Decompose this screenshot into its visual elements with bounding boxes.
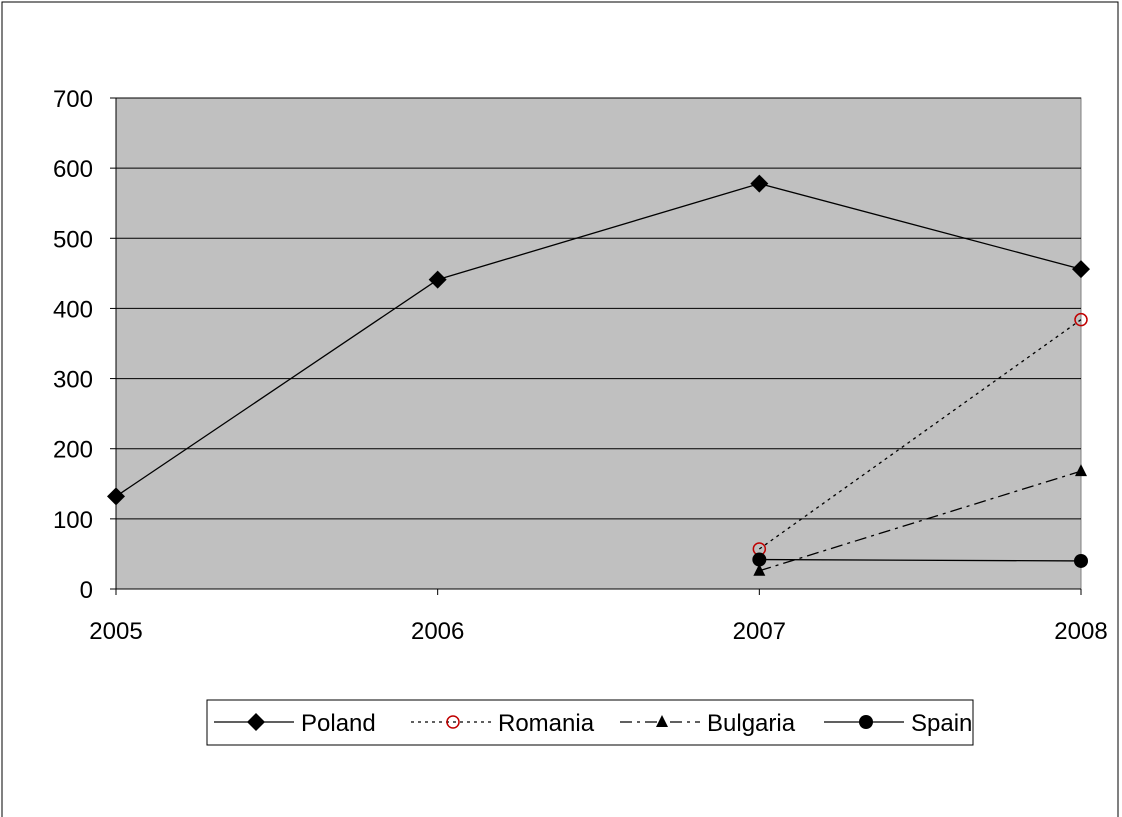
diamond-marker [428,270,447,289]
series-bulgaria [753,464,1087,576]
legend-label: Poland [301,710,376,737]
circle-marker [1074,553,1088,568]
legend-item-romania: Romania [411,710,595,737]
y-tick-label: 600 [53,156,93,183]
legend-label: Bulgaria [707,710,796,737]
open-circle-marker [446,715,460,729]
diamond-marker [1072,260,1090,279]
series-segment [759,470,1082,572]
diamond-marker [107,487,125,506]
x-tick-label: 2006 [411,618,464,645]
series-segment [437,182,760,281]
y-axis-ticks: 0 100 200 300 400 500 600 700 [53,86,116,604]
y-tick-label: 700 [53,86,93,113]
open-circle-marker [1074,312,1088,327]
legend-label: Spain [911,710,972,737]
series-segment [759,558,1082,562]
y-tick-label: 300 [53,367,93,394]
series-segment [115,279,439,497]
legend-item-bulgaria: Bulgaria [620,710,796,737]
x-tick-label: 2005 [89,618,142,645]
x-tick-label: 2008 [1054,618,1107,645]
diamond-marker [247,713,265,731]
legend-items: Poland Romania Bulgaria Spain [214,710,972,737]
series-segment [759,182,1082,270]
legend: Poland Romania Bulgaria Spain [206,699,974,746]
series-segment [758,319,1082,550]
legend-label: Romania [498,710,595,737]
series-poland [107,174,1090,506]
circle-marker [859,715,873,729]
triangle-marker [753,563,766,576]
y-tick-label: 0 [80,577,93,604]
plot-area [115,97,1082,590]
series-romania [752,312,1088,556]
axes [115,98,1081,590]
y-tick-label: 100 [53,507,93,534]
triangle-marker [656,715,668,727]
series-layer [107,174,1090,576]
y-tick-label: 400 [53,296,93,323]
legend-item-poland: Poland [214,710,376,737]
legend-item-spain: Spain [824,710,972,737]
circle-marker [752,552,767,567]
x-tick-label: 2007 [733,618,786,645]
y-tick-label: 500 [53,226,93,253]
diamond-marker [750,174,769,193]
triangle-marker [1075,464,1087,477]
series-spain [752,552,1088,568]
gridlines [116,97,1081,520]
x-axis-ticks: 2005 2006 2007 2008 [89,589,1108,645]
y-tick-label: 200 [53,437,93,464]
